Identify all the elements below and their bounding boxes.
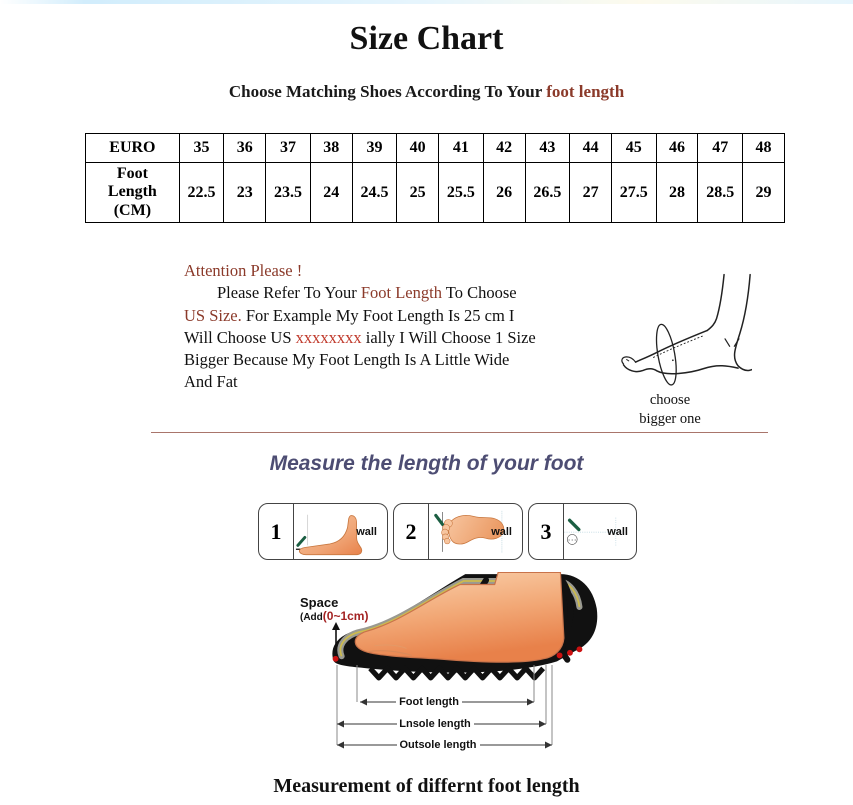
svg-text:⚬⚬⚬: ⚬⚬⚬ — [568, 538, 577, 542]
svg-text:Foot length: Foot length — [399, 696, 459, 708]
svg-text:Lnsole length: Lnsole length — [399, 718, 471, 730]
svg-text:Outsole length: Outsole length — [400, 739, 477, 751]
